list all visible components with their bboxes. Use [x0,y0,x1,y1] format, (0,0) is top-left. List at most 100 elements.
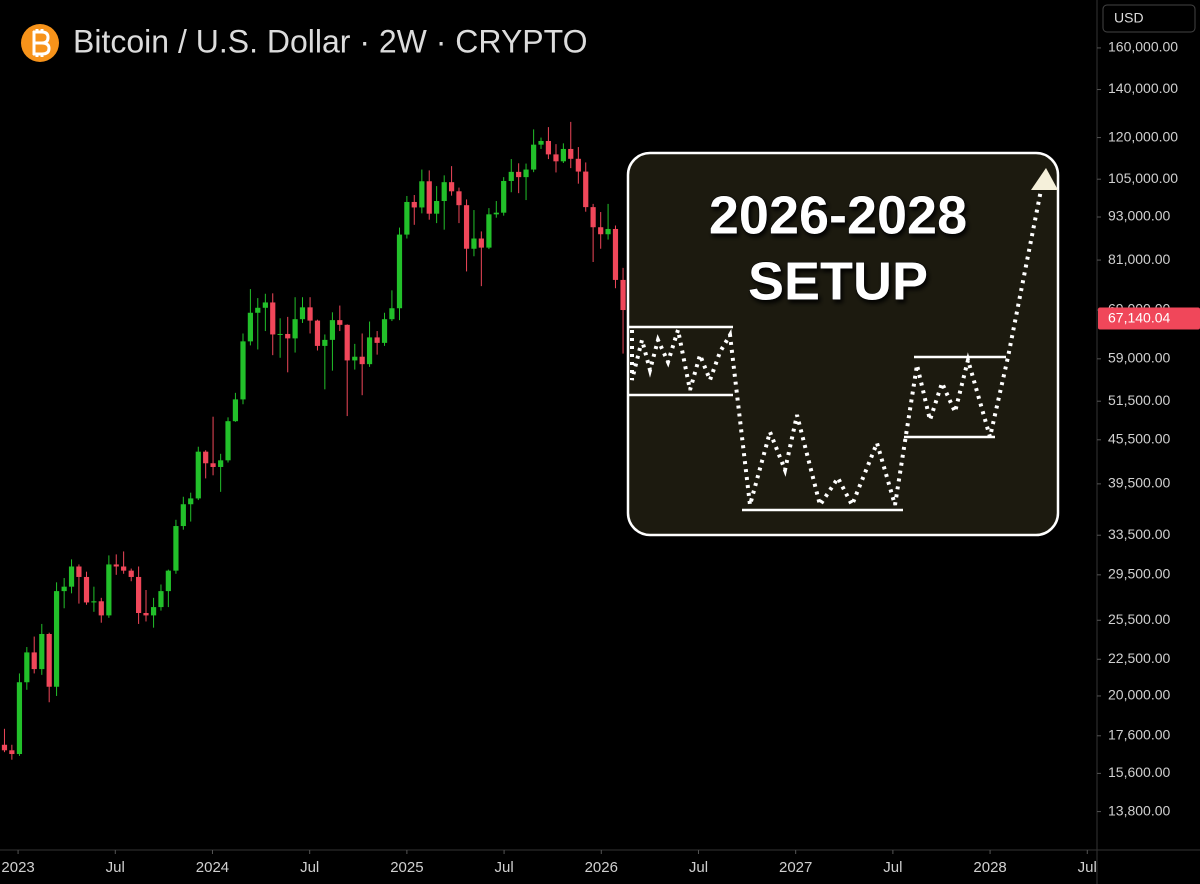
candle-body [31,652,37,670]
y-tick-label: 25,500.00 [1108,611,1170,627]
y-tick-label: 140,000.00 [1108,80,1178,96]
candle-body [620,279,626,311]
candle-body [83,576,90,603]
candle-body [39,633,45,670]
candle-body [98,601,104,616]
candle-body [165,570,171,592]
candle-body [434,201,440,214]
chart-title: Bitcoin / U.S. Dollar · 2W · CRYPTO [73,23,587,59]
candle-body [471,238,477,249]
candle-body [24,652,30,683]
candle-body [486,214,492,248]
candle-body [478,238,484,248]
candle-body [277,333,283,335]
annotation-text: 2026-2028 [709,185,967,245]
x-tick-label: 2026 [585,859,618,876]
candle-body [158,591,164,608]
candle-body [598,227,604,235]
candles [1,121,634,760]
y-tick-label: 17,600.00 [1108,726,1170,742]
x-tick-label: 2025 [390,859,423,876]
candle-body [381,319,388,343]
candle-body [150,607,157,616]
bitcoin-icon-glyph [32,29,51,57]
candle-body [247,312,253,342]
annotation-box [626,151,1060,537]
y-tick-label: 51,500.00 [1108,392,1170,408]
candle-body [240,341,246,400]
candle-body [508,171,514,181]
projection-arrow [1031,168,1058,190]
y-tick-label: 45,500.00 [1108,431,1170,447]
candle-body [568,148,574,159]
candle-body [590,207,596,228]
annotation-text: SETUP [748,251,928,311]
candle-body [322,339,328,346]
x-tick-label: 2028 [973,859,1006,876]
candle-body [255,307,261,313]
candle-body [337,320,343,325]
candle-body [605,228,611,235]
candle-body [426,181,432,214]
candle-body [225,421,231,461]
candle-body [180,504,186,527]
candle-body [531,144,537,170]
x-tick-label: Jul [883,859,902,876]
candle-body [448,182,455,192]
candle-body [91,601,97,603]
candle-body [352,356,358,361]
currency-box[interactable] [1102,4,1196,33]
candle-body [344,324,350,361]
price-tag: 67,140.04 [1098,307,1200,330]
annotation: 2026-2028 SETUP [626,151,1060,537]
x-tick-label: Jul [494,859,513,876]
candle-body [61,586,67,592]
x-tick-label: 2023 [1,859,34,876]
y-tick-label: 120,000.00 [1108,128,1178,144]
candle-body [218,460,224,467]
candle-body [545,140,552,155]
candle-body [121,566,127,571]
candle-body [396,234,403,309]
y-axis: 160,000.00 140,000.00 120,000.00 105,000.00… [1097,39,1178,818]
candle-body [173,526,179,571]
y-tick-label: 13,800.00 [1108,802,1170,818]
candle-body [262,302,268,308]
y-tick-label: 59,000.00 [1108,350,1170,366]
y-tick-label: 160,000.00 [1108,39,1178,55]
last-price-label: 67,140.04 [1108,309,1170,325]
candle-body [292,319,298,339]
candle-body [113,564,119,567]
candle-body [463,205,470,249]
candle-body [210,463,216,467]
candle-body [493,212,499,215]
candle-body [16,682,23,755]
candle-body [270,302,276,335]
y-tick-label: 105,000.00 [1108,170,1178,186]
candle-body [456,191,462,206]
candle-body [76,566,82,577]
x-tick-label: Jul [106,859,125,876]
candle-body [53,591,60,687]
y-tick-label: 33,500.00 [1108,526,1170,542]
candle-body [188,498,194,505]
candle-body [46,633,52,687]
candle-body [366,337,373,365]
y-tick-label: 93,000.00 [1108,208,1170,224]
candle-body [516,171,522,178]
candle-body [374,337,380,343]
candle-body [143,613,149,616]
candle-body [501,180,507,213]
candle-body [538,140,544,145]
y-tick-label: 29,500.00 [1108,566,1170,582]
candle-body [523,169,529,178]
candle-body [389,308,395,320]
y-tick-label: 22,500.00 [1108,650,1170,666]
y-tick-label: 81,000.00 [1108,251,1170,267]
currency-label: USD [1114,10,1144,26]
candle-body [329,320,336,340]
candle-body [359,356,365,365]
candle-body [404,201,410,235]
candle-body [441,182,447,202]
x-tick-label: 2027 [779,859,812,876]
